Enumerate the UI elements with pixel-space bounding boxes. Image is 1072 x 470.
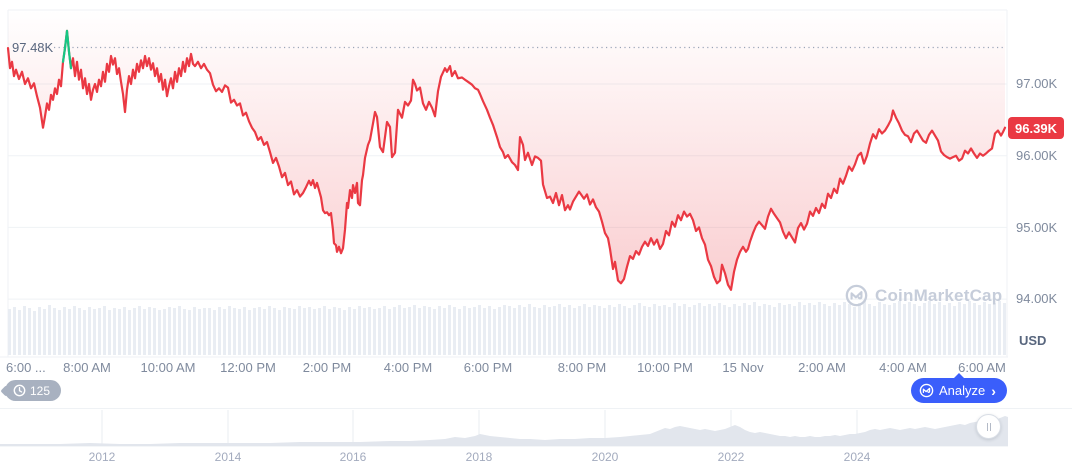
current-price-badge: 96.39K: [1008, 117, 1064, 139]
navigator-year-label: 2012: [88, 450, 116, 464]
coinmarketcap-logo-icon: [919, 383, 934, 398]
price-spike-green-segment: [61, 29, 73, 70]
y-axis-tick-95k: 95.00K: [1016, 220, 1058, 235]
chevron-right-icon: ›: [991, 382, 996, 399]
navigator-year-label: 2016: [339, 450, 367, 464]
x-axis-tick: 8:00 PM: [557, 360, 607, 375]
y-axis-tick-97k: 97.00K: [1016, 76, 1058, 91]
navigator-year-label: 2024: [843, 450, 871, 464]
price-area-fill: [8, 10, 1005, 290]
history-clock-icon: [13, 384, 26, 397]
candles-count-value: 125: [30, 383, 51, 398]
navigator-year-label: 2020: [591, 450, 619, 464]
y-axis-tick-94k: 94.00K: [1016, 291, 1058, 306]
x-axis-tick: 4:00 AM: [879, 360, 927, 375]
x-axis-tick: 8:00 AM: [63, 360, 111, 375]
analyze-button-label: Analyze: [939, 383, 986, 398]
x-axis-tick: 2:00 AM: [798, 360, 846, 375]
x-axis-tick: 10:00 AM: [140, 360, 196, 375]
price-line: [6, 29, 1007, 291]
x-axis-tick: 6:00 ...: [6, 360, 46, 375]
high-price-label: 97.48K: [12, 40, 54, 55]
navigator-range-handle[interactable]: [976, 414, 1001, 439]
candles-count-badge[interactable]: 125: [5, 380, 62, 401]
x-axis-tick: 10:00 PM: [637, 360, 693, 375]
analyze-button[interactable]: Analyze ›: [911, 373, 1007, 403]
x-axis-tick: 2:00 PM: [302, 360, 352, 375]
navigator-year-label: 2018: [465, 450, 493, 464]
x-axis-tick: 12:00 PM: [220, 360, 276, 375]
x-axis-tick: 6:00 PM: [463, 360, 513, 375]
x-axis-tick: 4:00 PM: [383, 360, 433, 375]
navigator-year-label: 2014: [214, 450, 242, 464]
volume-bars: [8, 301, 1006, 355]
y-axis-unit-label: USD: [1019, 333, 1047, 348]
navigator-area-chart[interactable]: [0, 416, 1008, 446]
x-axis-tick: 15 Nov: [722, 360, 764, 375]
y-axis-tick-96k: 96.00K: [1016, 148, 1058, 163]
x-axis-tick: 6:00 AM: [958, 360, 1006, 375]
navigator-year-label: 2022: [717, 450, 745, 464]
